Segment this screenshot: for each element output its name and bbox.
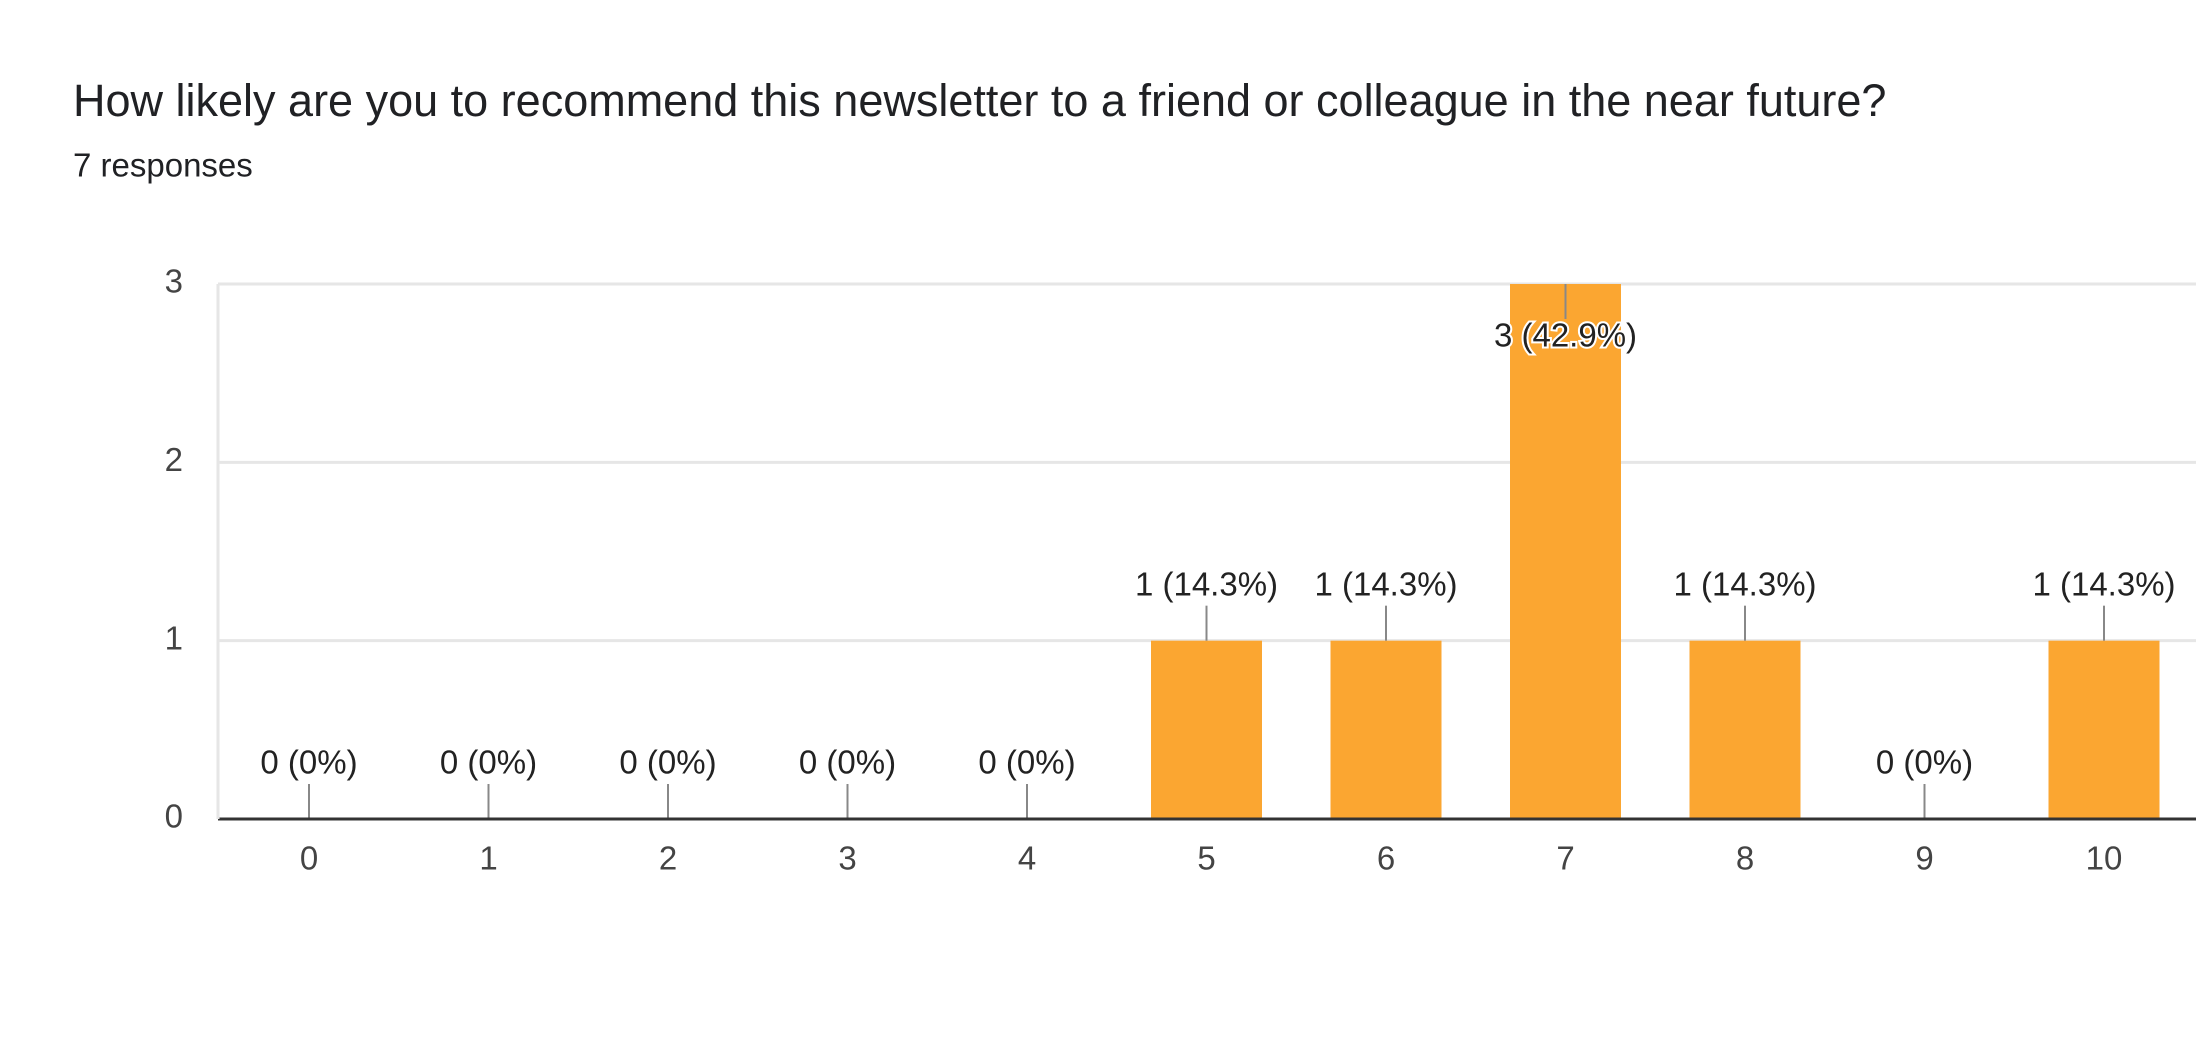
value-label: 0 (0%) (799, 744, 896, 781)
x-tick-label: 7 (1556, 840, 1574, 877)
x-tick-label: 1 (479, 840, 497, 877)
value-label: 0 (0%) (978, 744, 1075, 781)
y-tick-label: 3 (165, 263, 183, 300)
value-label: 0 (0%) (1876, 744, 1973, 781)
bar (1689, 640, 1801, 819)
value-label: 0 (0%) (619, 744, 716, 781)
value-label: 0 (0%) (440, 744, 537, 781)
bar (1151, 640, 1262, 819)
x-tick-label: 3 (838, 840, 856, 877)
value-label: 1 (14.3%) (1673, 565, 1816, 602)
value-label: 3 (42.9%) (1494, 317, 1637, 354)
x-tick-label: 8 (1736, 840, 1754, 877)
x-tick-label: 9 (1915, 840, 1933, 877)
chart-subtitle: 7 responses (73, 147, 253, 184)
value-label: 1 (14.3%) (1314, 565, 1457, 602)
x-tick-label: 6 (1377, 840, 1395, 877)
x-tick-label: 10 (2086, 840, 2123, 877)
chart-title: How likely are you to recommend this new… (73, 75, 1886, 126)
y-tick-label: 0 (165, 798, 183, 835)
x-tick-label: 4 (1018, 840, 1036, 877)
value-label: 1 (14.3%) (1135, 565, 1278, 602)
x-tick-label: 0 (300, 840, 318, 877)
bar (2048, 640, 2160, 819)
bar (1510, 284, 1621, 819)
value-label: 0 (0%) (260, 744, 357, 781)
bar (1330, 640, 1442, 819)
y-tick-label: 1 (165, 619, 183, 656)
value-label: 1 (14.3%) (2032, 565, 2175, 602)
y-tick-label: 2 (165, 441, 183, 478)
x-tick-label: 5 (1197, 840, 1215, 877)
x-tick-label: 2 (659, 840, 677, 877)
